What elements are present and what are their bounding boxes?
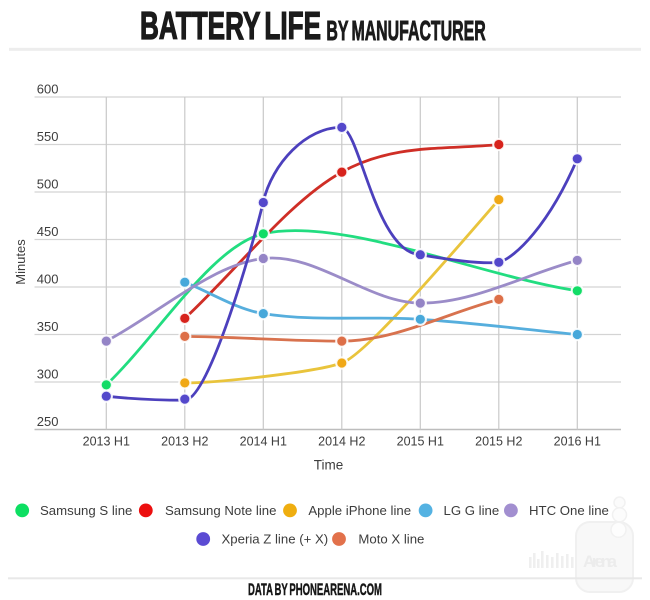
svg-text:2013 H2: 2013 H2 — [161, 435, 208, 449]
svg-text:BATTERY LIFE: BATTERY LIFE — [140, 5, 321, 48]
svg-text:LG G line: LG G line — [444, 503, 500, 518]
svg-text:2015 H1: 2015 H1 — [397, 435, 444, 449]
svg-text:600: 600 — [37, 82, 59, 97]
svg-text:DATA BY PHONEARENA.COM: DATA BY PHONEARENA.COM — [248, 580, 382, 599]
svg-text:2015 H2: 2015 H2 — [475, 435, 522, 449]
svg-text:Samsung Note line: Samsung Note line — [165, 503, 276, 518]
svg-text:250: 250 — [37, 414, 59, 429]
svg-text:350: 350 — [37, 319, 59, 334]
svg-text:Samsung S line: Samsung S line — [40, 503, 132, 518]
svg-text:Moto X line: Moto X line — [358, 532, 424, 547]
svg-text:Xperia Z line (+ X): Xperia Z line (+ X) — [222, 532, 329, 547]
svg-text:2013 H1: 2013 H1 — [83, 435, 130, 449]
svg-text:Time: Time — [314, 458, 344, 473]
svg-text:HTC One line: HTC One line — [529, 503, 609, 518]
svg-text:550: 550 — [37, 129, 59, 144]
svg-text:Minutes: Minutes — [13, 239, 28, 285]
svg-text:450: 450 — [37, 224, 59, 239]
svg-text:400: 400 — [37, 272, 59, 287]
svg-text:2014 H2: 2014 H2 — [318, 435, 365, 449]
svg-text:Arena: Arena — [583, 552, 618, 571]
svg-text:2016 H1: 2016 H1 — [554, 435, 601, 449]
svg-text:Apple iPhone line: Apple iPhone line — [308, 503, 411, 518]
svg-text:BY MANUFACTURER: BY MANUFACTURER — [326, 15, 485, 46]
svg-text:300: 300 — [37, 367, 59, 382]
svg-text:500: 500 — [37, 177, 59, 192]
svg-text:2014 H1: 2014 H1 — [240, 435, 287, 449]
